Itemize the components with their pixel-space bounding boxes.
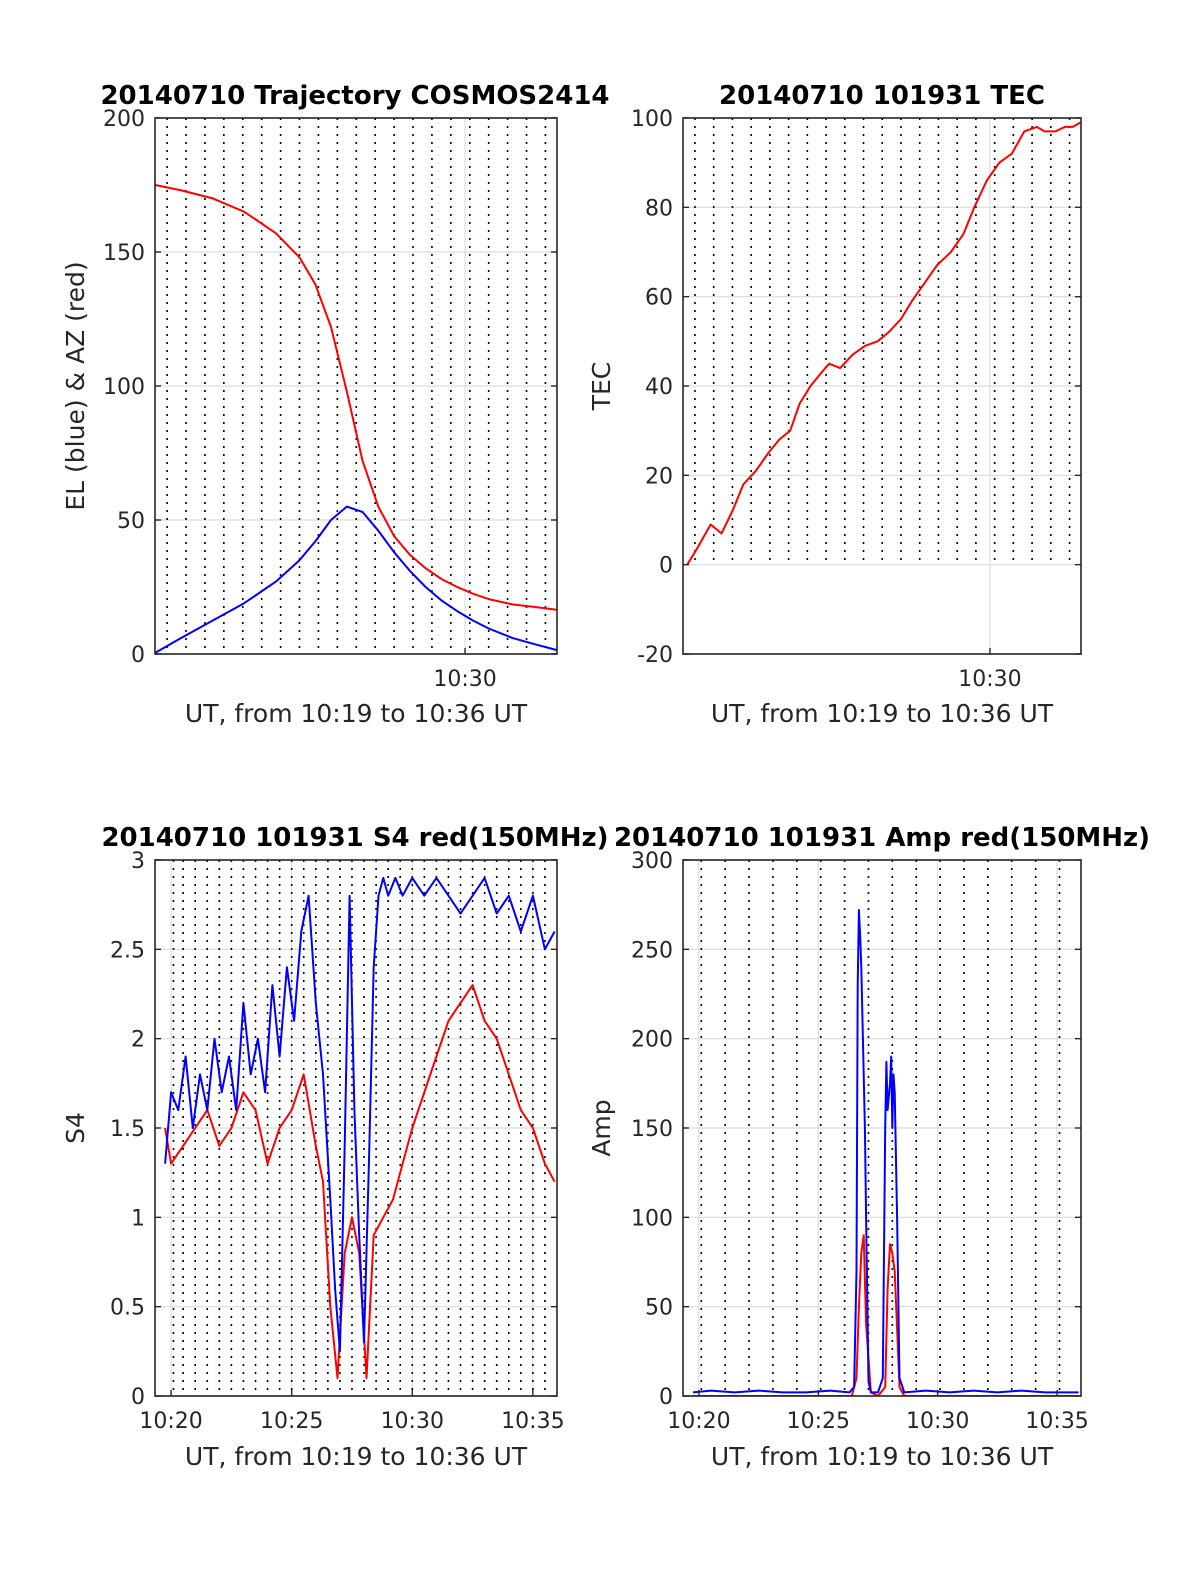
y-tick-label: 0.5 <box>110 1296 145 1321</box>
y-tick-label: 50 <box>645 1296 673 1321</box>
x-tick-label: 10:20 <box>139 1409 202 1434</box>
series-line-blue <box>692 909 1079 1394</box>
y-tick-label: 2 <box>131 1028 145 1053</box>
chart-s4: 0 0.5 1 1.5 2 2.5 3 10:20 10:25 10:30 10:35 2014071… <box>61 823 609 1471</box>
x-axis-label: UT, from 10:19 to 10:36 UT <box>185 699 528 728</box>
x-tick-label: 10:35 <box>1025 1409 1088 1434</box>
x-tick-label: 10:20 <box>667 1409 730 1434</box>
y-tick-label: 250 <box>631 938 673 963</box>
chart-title: 20140710 101931 TEC <box>719 81 1045 111</box>
y-axis-label: TEC <box>587 362 616 412</box>
series-line-red <box>164 984 556 1380</box>
y-tick-label: 60 <box>645 286 673 311</box>
series-line-red <box>686 121 1081 566</box>
x-axis-label: UT, from 10:19 to 10:36 UT <box>185 1442 528 1471</box>
series-line-red <box>693 1234 1079 1396</box>
y-tick-label: 150 <box>631 1117 673 1142</box>
y-tick-label: 40 <box>645 375 673 400</box>
y-tick-label: 100 <box>631 1206 673 1231</box>
chart-title: 20140710 101931 Amp red(150MHz) <box>614 823 1150 853</box>
y-tick-label: 150 <box>103 241 145 266</box>
series-group <box>164 876 556 1380</box>
x-axis-label: UT, from 10:19 to 10:36 UT <box>711 1442 1054 1471</box>
y-tick-label: 1 <box>131 1206 145 1231</box>
y-tick-label: 2.5 <box>110 938 145 963</box>
y-tick-label: 200 <box>631 1028 673 1053</box>
x-tick-label: 10:30 <box>958 667 1021 692</box>
series-line-blue <box>164 876 556 1353</box>
y-tick-label: 0 <box>131 643 145 668</box>
x-tick-label: 10:30 <box>381 1409 444 1434</box>
x-tick-label: 10:25 <box>260 1409 323 1434</box>
y-axis-label: EL (blue) & AZ (red) <box>61 261 90 510</box>
series-group <box>155 184 557 654</box>
chart-tec: -20 0 20 40 60 80 100 10:30 20140710 101931 TEC U… <box>587 81 1082 728</box>
series-group <box>692 909 1079 1396</box>
chart-amp: 0 50 100 150 200 250 300 10:20 10:25 10:30 10:35 20… <box>587 823 1150 1471</box>
y-tick-label: 100 <box>103 375 145 400</box>
y-tick-label: 1.5 <box>110 1117 145 1142</box>
series-line-blue <box>155 505 557 654</box>
y-axis-label: Amp <box>587 1099 616 1156</box>
series-line-red <box>155 184 557 611</box>
y-tick-label: 0 <box>659 1385 673 1410</box>
y-tick-label: 0 <box>659 554 673 579</box>
y-tick-label: 100 <box>631 107 673 132</box>
x-tick-label: 10:35 <box>501 1409 564 1434</box>
y-tick-label: -20 <box>637 643 673 668</box>
chart-trajectory: 0 50 100 150 200 10:30 20140710 Trajectory COS… <box>61 81 610 728</box>
chart-title: 20140710 Trajectory COSMOS2414 <box>100 81 609 111</box>
y-axis-label: S4 <box>61 1112 90 1144</box>
x-axis-label: UT, from 10:19 to 10:36 UT <box>711 699 1054 728</box>
y-tick-label: 300 <box>631 849 673 874</box>
y-tick-label: 50 <box>117 509 145 534</box>
y-tick-label: 3 <box>131 849 145 874</box>
series-group <box>686 121 1081 566</box>
x-tick-label: 10:25 <box>787 1409 850 1434</box>
y-tick-label: 0 <box>131 1385 145 1410</box>
x-tick-label: 10:30 <box>906 1409 969 1434</box>
chart-title: 20140710 101931 S4 red(150MHz) <box>101 823 608 853</box>
y-tick-label: 20 <box>645 464 673 489</box>
y-tick-label: 200 <box>103 107 145 132</box>
y-tick-label: 80 <box>645 196 673 221</box>
x-tick-label: 10:30 <box>433 667 496 692</box>
